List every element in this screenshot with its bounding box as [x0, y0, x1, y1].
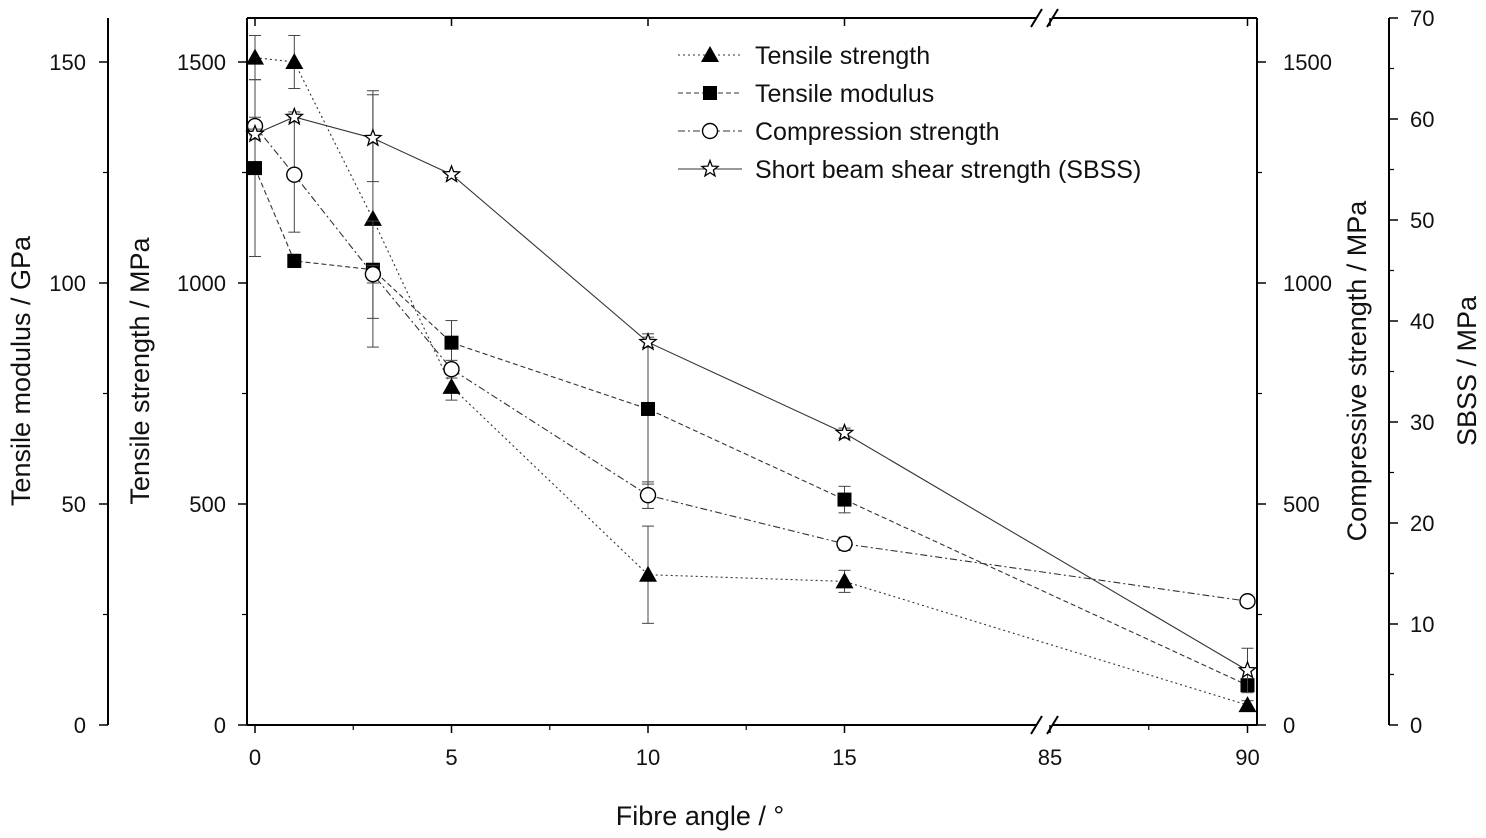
data-point	[363, 209, 382, 226]
x-tick-label: 90	[1235, 745, 1259, 770]
y-tick-label: 0	[214, 713, 226, 738]
y-axis-compressive-strength: 0 500 1000 1500 Compressive strength / MPa	[1257, 50, 1372, 738]
y-axis-tensile-strength-title: Tensile strength / MPa	[125, 236, 155, 504]
y-tick-label: 1000	[1283, 271, 1332, 296]
x-tick-label: 5	[445, 745, 457, 770]
data-point	[284, 106, 305, 126]
y-tick-label: 0	[1283, 713, 1295, 738]
series-tensile-strength	[246, 34, 1257, 713]
y-axis-sbss: 0 10 20 30 40 50 60 70 SBSS / MPa	[1388, 6, 1482, 738]
x-tick-label: 0	[249, 745, 261, 770]
legend-marker	[703, 86, 717, 100]
legend-label: Compression strength	[755, 118, 1000, 146]
legend-marker	[701, 46, 719, 62]
y-tick-label: 500	[1283, 492, 1320, 517]
y-axis-tensile-modulus: 0 50 100 150 Tensile modulus / GPa	[6, 18, 109, 738]
data-point	[443, 360, 460, 378]
y-tick-label: 60	[1410, 107, 1434, 132]
y-axis-tensile-modulus-title: Tensile modulus / GPa	[6, 235, 36, 506]
y-tick-label: 1500	[177, 50, 226, 75]
data-point	[1237, 660, 1258, 679]
legend: Tensile strength Tensile modulus Compressi…	[678, 42, 1141, 184]
data-point	[1238, 696, 1257, 713]
series-line	[254, 167, 1248, 686]
data-point	[441, 164, 462, 183]
data-point	[834, 422, 855, 442]
x-tick-label: 85	[1038, 745, 1062, 770]
x-axis-title: Fibre angle / °	[616, 801, 784, 831]
y-tick-label: 40	[1410, 309, 1434, 334]
axis-break-mark	[1030, 8, 1043, 28]
data-point	[245, 123, 265, 143]
y-axis-sbss-title: SBSS / MPa	[1452, 295, 1482, 446]
data-point	[442, 377, 461, 394]
x-tick-label: 10	[636, 745, 660, 770]
data-point	[835, 572, 854, 589]
legend-label: Tensile modulus	[755, 80, 934, 108]
legend-entry: Tensile modulus	[678, 80, 934, 108]
axis-break-mark	[1030, 715, 1043, 735]
legend-entry: Short beam shear strength (SBSS)	[678, 156, 1141, 184]
y-tick-label: 1500	[1283, 50, 1332, 75]
y-tick-label: 100	[49, 271, 86, 296]
data-point	[639, 486, 657, 504]
axis-break-mark	[1046, 8, 1059, 28]
data-point	[836, 535, 853, 552]
legend-marker	[700, 158, 720, 178]
y-tick-label: 0	[1410, 713, 1422, 738]
data-point	[837, 492, 852, 507]
y-tick-label: 10	[1410, 612, 1434, 637]
y-tick-label: 50	[62, 492, 86, 517]
data-point	[444, 335, 459, 350]
y-axis-compressive-strength-title: Compressive strength / MPa	[1342, 200, 1372, 542]
y-tick-label: 150	[49, 50, 86, 75]
legend-entry: Tensile strength	[678, 42, 930, 70]
series-line	[254, 116, 1248, 671]
series-short-beam-shear-strength-sbss	[245, 94, 1258, 694]
y-tick-label: 1000	[177, 271, 226, 296]
x-axis: 0 5 10 15 85 90 Fibre angle / °	[249, 18, 1260, 831]
data-point	[641, 401, 655, 416]
x-tick-label: 15	[832, 745, 856, 770]
legend-label: Short beam shear strength (SBSS)	[755, 156, 1141, 184]
legend-marker	[701, 122, 719, 140]
axis-break-mark	[1046, 715, 1059, 735]
series-compression-strength	[246, 116, 1256, 610]
y-tick-label: 30	[1410, 410, 1434, 435]
data-point	[364, 265, 382, 283]
series-line	[254, 57, 1248, 706]
data-point	[286, 166, 303, 183]
data-point	[285, 53, 304, 69]
y-tick-label: 500	[189, 492, 226, 517]
data-point	[1239, 593, 1256, 610]
legend-label: Tensile strength	[755, 42, 930, 70]
data-point	[363, 127, 383, 147]
series-line	[254, 125, 1248, 602]
y-axis-tensile-strength: 0 500 1000 1500 Tensile strength / MPa	[125, 50, 247, 738]
y-tick-label: 70	[1410, 6, 1434, 31]
data-point	[248, 161, 262, 176]
data-point	[246, 48, 264, 65]
data-point	[287, 253, 302, 268]
plot-frame	[246, 8, 1258, 735]
y-tick-label: 50	[1410, 208, 1434, 233]
y-tick-label: 20	[1410, 511, 1434, 536]
series-group	[245, 34, 1258, 713]
data-point	[638, 331, 658, 351]
y-tick-label: 0	[74, 713, 86, 738]
legend-entry: Compression strength	[678, 118, 1000, 146]
data-point	[639, 565, 657, 582]
